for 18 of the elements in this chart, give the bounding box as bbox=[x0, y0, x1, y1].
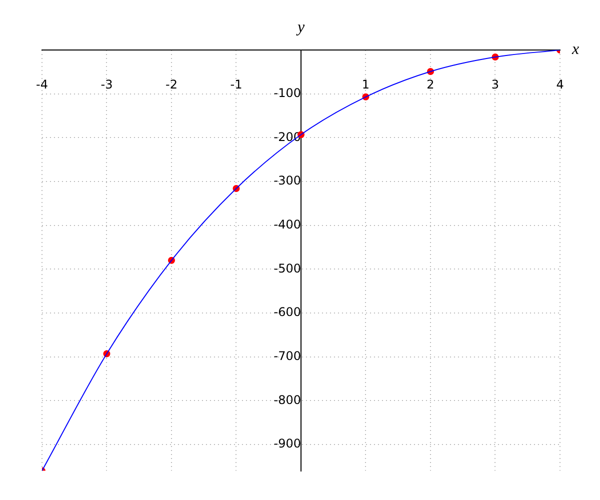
x-tick-label: -4 bbox=[36, 77, 48, 92]
y-tick-label: -900 bbox=[274, 436, 301, 451]
x-tick-label: -2 bbox=[166, 77, 178, 92]
y-tick-label: -300 bbox=[274, 174, 301, 188]
x-tick-label: 1 bbox=[362, 77, 370, 92]
y-axis-title: y bbox=[295, 19, 306, 36]
y-tick-label: -500 bbox=[274, 261, 301, 276]
x-tick-label: 2 bbox=[426, 77, 434, 92]
y-tick-label: -100 bbox=[274, 86, 301, 100]
x-tick-label: 3 bbox=[491, 77, 500, 92]
y-tick-label: -700 bbox=[274, 348, 301, 363]
y-tick-label: -600 bbox=[274, 305, 301, 320]
x-axis-title: x bbox=[571, 41, 580, 58]
y-tick-label: -800 bbox=[274, 392, 301, 407]
x-tick-label: -1 bbox=[230, 77, 242, 92]
x-tick-label: -3 bbox=[100, 77, 113, 92]
x-tick-label: 4 bbox=[556, 77, 564, 92]
y-tick-label: -400 bbox=[274, 217, 301, 232]
